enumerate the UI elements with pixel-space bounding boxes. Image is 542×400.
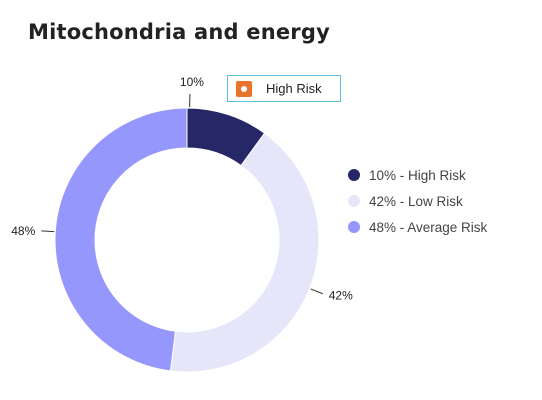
legend-label: 42% - Low Risk xyxy=(369,193,463,209)
legend-swatch xyxy=(348,195,360,207)
donut-slice-low-risk[interactable] xyxy=(169,132,320,373)
data-label: 48% xyxy=(11,224,35,238)
legend-item-high-risk[interactable]: 10% - High Risk xyxy=(348,162,487,188)
chart-title: Mitochondria and energy xyxy=(28,20,330,44)
legend-label: 48% - Average Risk xyxy=(369,219,488,235)
data-label: 42% xyxy=(329,289,353,303)
legend-item-low-risk[interactable]: 42% - Low Risk xyxy=(348,188,487,214)
legend-label: 10% - High Risk xyxy=(369,167,466,183)
legend-swatch xyxy=(348,169,360,181)
data-label-leader-line xyxy=(310,288,323,295)
circle-marker-icon xyxy=(236,80,252,97)
donut-slice-average-risk[interactable] xyxy=(54,107,188,372)
legend-item-average-risk[interactable]: 48% - Average Risk xyxy=(348,214,487,240)
legend: 10% - High Risk 42% - Low Risk 48% - Ave… xyxy=(348,162,487,240)
tooltip-label: High Risk xyxy=(266,81,322,96)
tooltip: High Risk xyxy=(227,75,341,102)
legend-swatch xyxy=(348,221,360,233)
data-label-leader-line xyxy=(41,230,55,233)
data-label: 10% xyxy=(180,75,204,89)
